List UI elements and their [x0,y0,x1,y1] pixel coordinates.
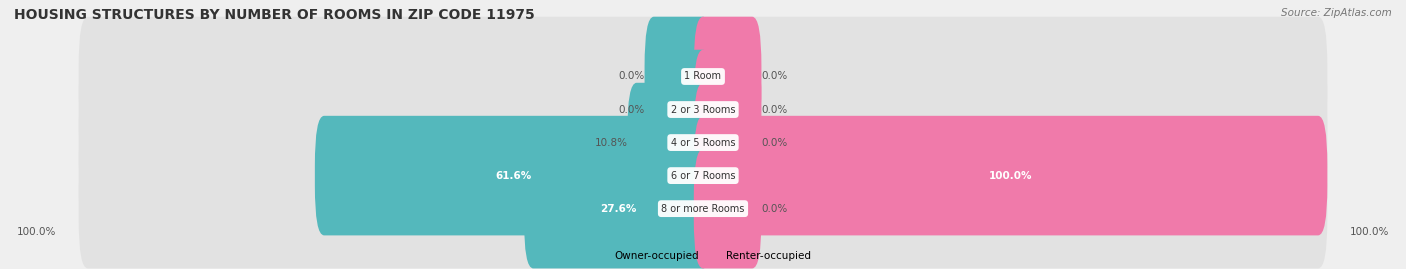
FancyBboxPatch shape [693,17,762,136]
Text: 0.0%: 0.0% [619,105,644,115]
Text: 8 or more Rooms: 8 or more Rooms [661,204,745,214]
FancyBboxPatch shape [524,149,713,268]
FancyBboxPatch shape [79,50,1327,169]
Text: 0.0%: 0.0% [762,72,787,82]
FancyBboxPatch shape [644,17,713,136]
Text: 6 or 7 Rooms: 6 or 7 Rooms [671,171,735,180]
FancyBboxPatch shape [627,83,713,202]
Text: 0.0%: 0.0% [619,72,644,82]
Text: 100.0%: 100.0% [17,227,56,238]
FancyBboxPatch shape [693,50,762,169]
FancyBboxPatch shape [693,116,1327,235]
Text: 1 Room: 1 Room [685,72,721,82]
Legend: Owner-occupied, Renter-occupied: Owner-occupied, Renter-occupied [591,247,815,266]
Text: 0.0%: 0.0% [762,204,787,214]
Text: 2 or 3 Rooms: 2 or 3 Rooms [671,105,735,115]
Text: 27.6%: 27.6% [600,204,637,214]
Text: 10.8%: 10.8% [595,137,627,148]
FancyBboxPatch shape [79,83,1327,202]
Text: Source: ZipAtlas.com: Source: ZipAtlas.com [1281,8,1392,18]
Text: 100.0%: 100.0% [1350,227,1389,238]
Text: 4 or 5 Rooms: 4 or 5 Rooms [671,137,735,148]
Text: 0.0%: 0.0% [762,105,787,115]
FancyBboxPatch shape [79,149,1327,268]
FancyBboxPatch shape [79,116,1327,235]
FancyBboxPatch shape [315,116,713,235]
Text: 61.6%: 61.6% [495,171,531,180]
FancyBboxPatch shape [693,83,762,202]
FancyBboxPatch shape [644,50,713,169]
FancyBboxPatch shape [79,17,1327,136]
Text: HOUSING STRUCTURES BY NUMBER OF ROOMS IN ZIP CODE 11975: HOUSING STRUCTURES BY NUMBER OF ROOMS IN… [14,8,534,22]
Text: 0.0%: 0.0% [762,137,787,148]
Text: 100.0%: 100.0% [988,171,1032,180]
FancyBboxPatch shape [693,149,762,268]
